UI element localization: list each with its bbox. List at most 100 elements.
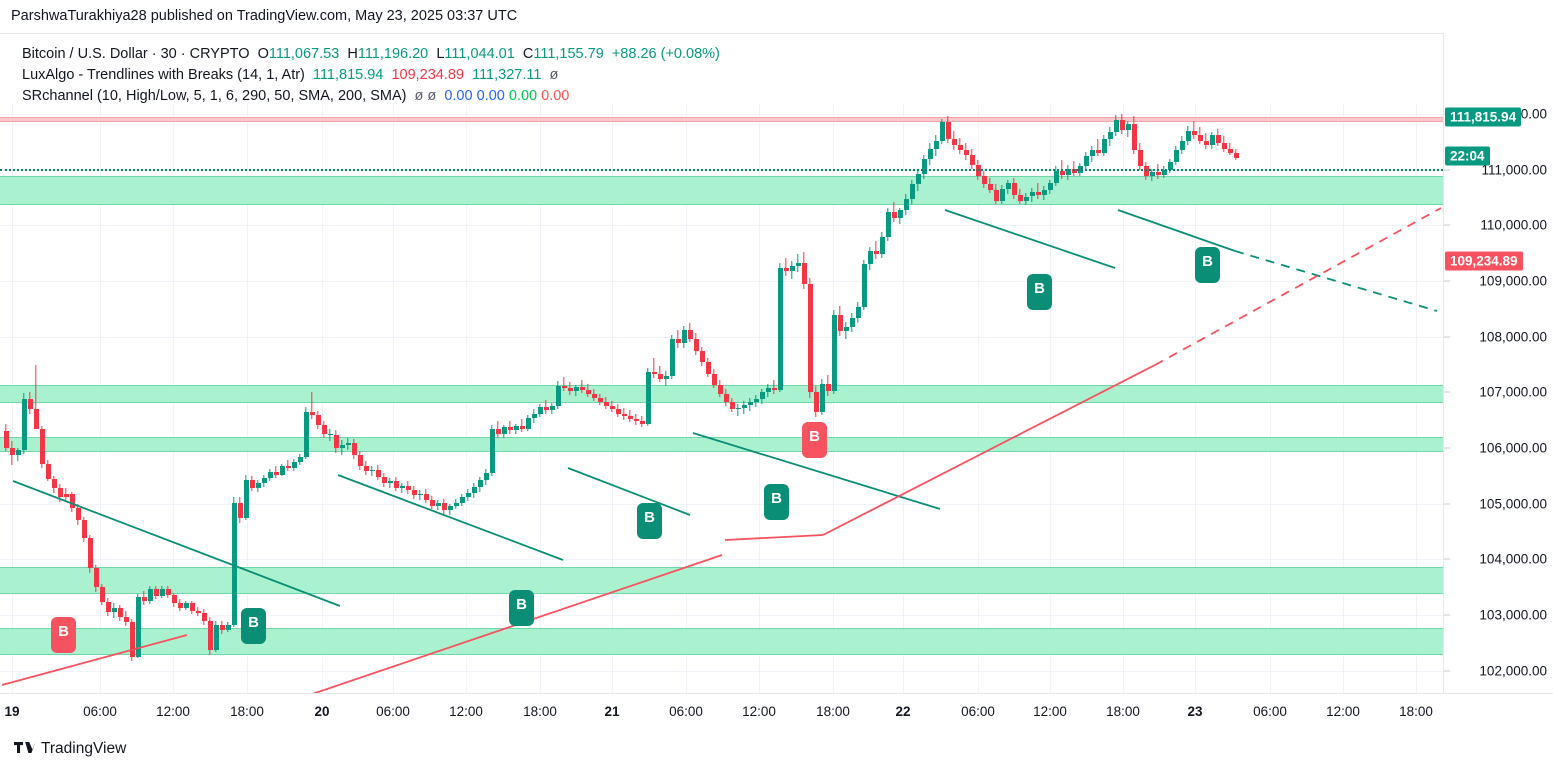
candlestick xyxy=(1059,103,1065,693)
candlestick xyxy=(345,103,351,693)
candlestick xyxy=(1143,103,1149,693)
time-axis[interactable]: 19 06:00 12:00 18:00 20 06:00 12:00 18:00 21 06:0… xyxy=(0,693,1553,733)
time-tick-label: 18:00 xyxy=(816,704,850,719)
time-tick-label: 18:00 xyxy=(230,704,264,719)
candlestick xyxy=(363,103,369,693)
candlestick xyxy=(453,103,459,693)
candlestick xyxy=(87,103,93,693)
legend-indicator-1-row[interactable]: LuxAlgo - Trendlines with Breaks (14, 1,… xyxy=(22,67,558,83)
candlestick xyxy=(1029,103,1035,693)
candlestick xyxy=(735,103,741,693)
time-tick-label: 06:00 xyxy=(376,704,410,719)
candlestick xyxy=(1197,103,1203,693)
sr-band-edge xyxy=(0,121,1443,123)
candlestick xyxy=(93,103,99,693)
candlestick xyxy=(867,103,873,693)
candlestick xyxy=(99,103,105,693)
price-tag-red[interactable]: 109,234.89 xyxy=(1445,251,1523,271)
candlestick xyxy=(1149,103,1155,693)
time-tick-label: 12:00 xyxy=(742,704,776,719)
price-tick-label: 110,000.00 xyxy=(1480,217,1547,233)
candlestick xyxy=(279,103,285,693)
indicator-2-name[interactable]: SRchannel (10, High/Low, 5, 1, 6, 290, 5… xyxy=(22,88,407,104)
candlestick xyxy=(237,103,243,693)
candlestick xyxy=(1023,103,1029,693)
indicator-1-value-3: 111,327.11 xyxy=(472,67,542,83)
candlestick xyxy=(1203,103,1209,693)
candlestick xyxy=(39,103,45,693)
candlestick xyxy=(813,103,819,693)
candlestick xyxy=(177,103,183,693)
candlestick xyxy=(375,103,381,693)
signal-marker-buy[interactable]: B xyxy=(509,590,534,626)
candlestick xyxy=(489,103,495,693)
candlestick xyxy=(699,103,705,693)
time-tick-label: 20 xyxy=(314,704,330,719)
price-tag-teal[interactable]: 22:04 xyxy=(1445,146,1490,166)
sr-band-edge xyxy=(0,176,1443,178)
candlestick xyxy=(639,103,645,693)
candlestick xyxy=(57,103,63,693)
candlestick xyxy=(501,103,507,693)
candlestick xyxy=(273,103,279,693)
candlestick xyxy=(963,103,969,693)
legend-symbol[interactable]: Bitcoin / U.S. Dollar · 30 · CRYPTO xyxy=(22,46,250,62)
candlestick xyxy=(213,103,219,693)
candlestick xyxy=(891,103,897,693)
candlestick xyxy=(657,103,663,693)
candlestick xyxy=(1161,103,1167,693)
candlestick xyxy=(543,103,549,693)
candlestick xyxy=(249,103,255,693)
signal-marker-sell[interactable]: B xyxy=(51,617,76,653)
signal-marker-buy[interactable]: B xyxy=(1195,247,1220,283)
candlestick xyxy=(561,103,567,693)
candlestick xyxy=(477,103,483,693)
candlestick xyxy=(939,103,945,693)
candlestick xyxy=(219,103,225,693)
candlestick xyxy=(297,103,303,693)
candlestick xyxy=(747,103,753,693)
candlestick xyxy=(327,103,333,693)
signal-marker-sell[interactable]: B xyxy=(802,422,827,458)
candlestick xyxy=(141,103,147,693)
signal-marker-buy[interactable]: B xyxy=(764,484,789,520)
signal-marker-buy[interactable]: B xyxy=(637,503,662,539)
candlestick xyxy=(609,103,615,693)
signal-marker-buy[interactable]: B xyxy=(241,608,266,644)
candlestick xyxy=(861,103,867,693)
candlestick xyxy=(969,103,975,693)
candlestick xyxy=(1011,103,1017,693)
price-tick-label: 105,000.00 xyxy=(1479,496,1547,512)
candlestick xyxy=(309,103,315,693)
ohlc-h-label: H xyxy=(347,46,358,62)
candlestick xyxy=(1233,103,1239,693)
legend-symbol-row[interactable]: Bitcoin / U.S. Dollar · 30 · CRYPTO O111… xyxy=(22,46,720,62)
legend-indicator-2-row[interactable]: SRchannel (10, High/Low, 5, 1, 6, 290, 5… xyxy=(22,88,569,104)
candlestick xyxy=(567,103,573,693)
signal-marker-buy[interactable]: B xyxy=(1027,274,1052,310)
candlestick xyxy=(831,103,837,693)
candlestick xyxy=(471,103,477,693)
time-tick-label: 12:00 xyxy=(449,704,483,719)
candlestick xyxy=(1221,103,1227,693)
candlestick xyxy=(627,103,633,693)
time-tick-label: 18:00 xyxy=(523,704,557,719)
price-tick-label: 109,000.00 xyxy=(1479,273,1547,289)
price-tick-mark xyxy=(1444,447,1450,449)
candlestick xyxy=(123,103,129,693)
indicator-1-name[interactable]: LuxAlgo - Trendlines with Breaks (14, 1,… xyxy=(22,67,305,83)
price-tick-mark xyxy=(1444,670,1450,672)
candlestick xyxy=(9,103,15,693)
price-tick-mark xyxy=(1444,558,1450,560)
price-tick-mark xyxy=(1444,391,1450,393)
price-tag-green[interactable]: 111,815.94 xyxy=(1445,107,1522,127)
candlestick xyxy=(387,103,393,693)
candlestick xyxy=(333,103,339,693)
candlestick xyxy=(1191,103,1197,693)
candlestick xyxy=(987,103,993,693)
candlestick xyxy=(195,103,201,693)
price-axis[interactable]: USD 112,000.00111,000.00110,000.00109,00… xyxy=(1443,33,1553,693)
candlestick xyxy=(927,103,933,693)
